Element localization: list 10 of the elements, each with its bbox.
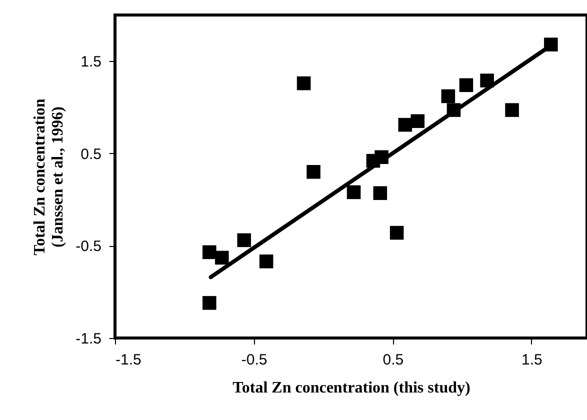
x-axis-title: Total Zn concentration (this study) [232, 380, 470, 396]
y-tick-label: -1.5 [76, 330, 102, 348]
y-tick-label: -0.5 [76, 238, 102, 256]
x-tick-label: 0.5 [382, 352, 404, 368]
y-axis-title: Total Zn concentration (Janssen et al., 1996) [32, 98, 67, 256]
x-tick-label: 1.5 [522, 352, 542, 368]
y-tick-label: 1.5 [80, 54, 102, 71]
x-tick-label: -1.5 [116, 352, 142, 368]
y-tick-label: 0.5 [80, 146, 102, 163]
x-tick-label: -0.5 [241, 352, 268, 368]
